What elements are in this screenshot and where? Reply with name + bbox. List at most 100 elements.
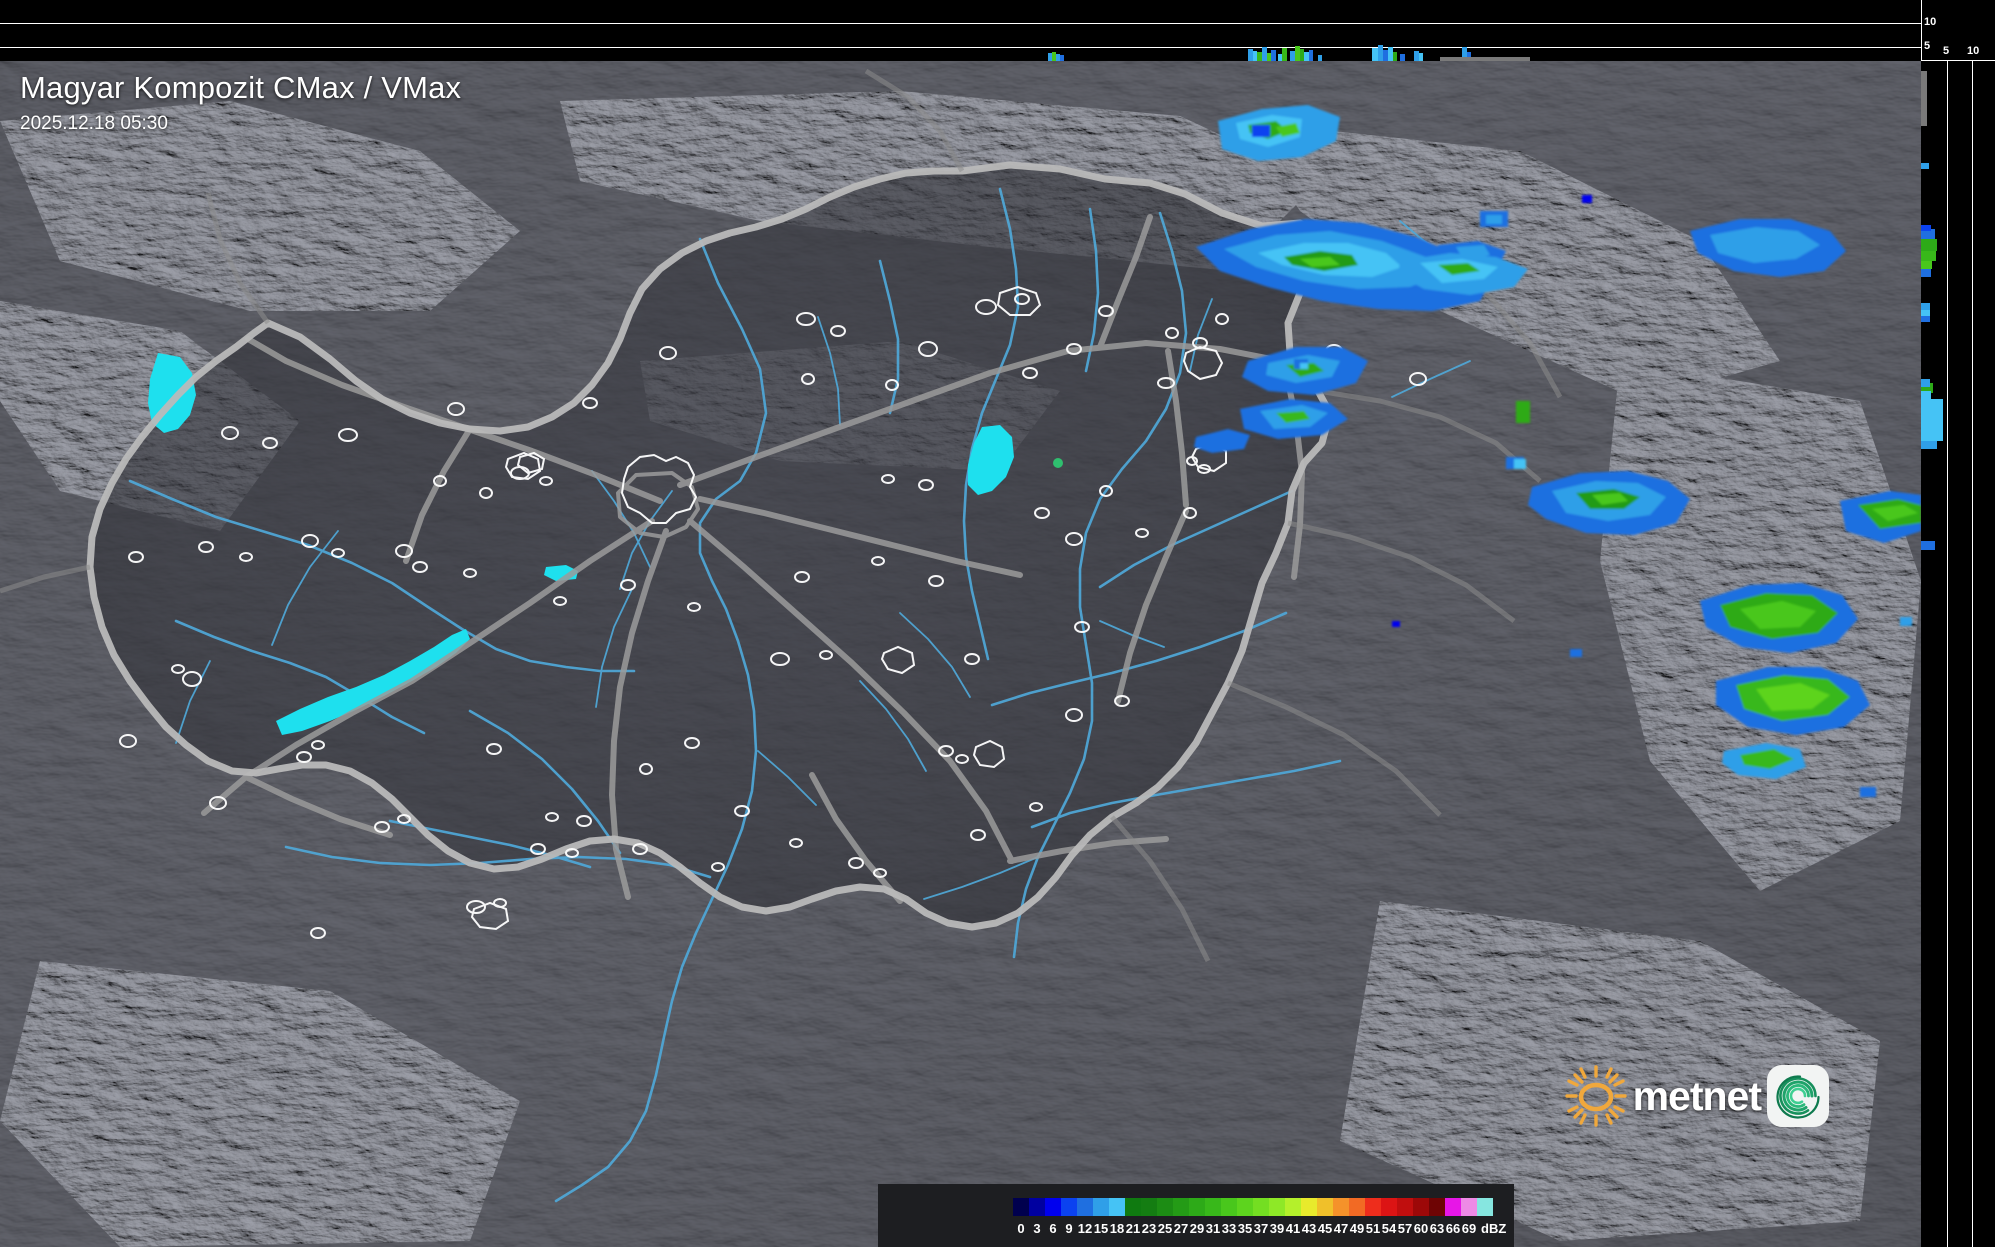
vmax-right-echo-row — [1921, 225, 1931, 231]
vmax-top-echo-column — [1257, 52, 1262, 61]
vmax-top-echo-column — [1372, 48, 1378, 61]
color-scale-tick: 60 — [1413, 1221, 1429, 1236]
vmax-top-echo-column — [1267, 53, 1271, 61]
color-scale-tick: 66 — [1445, 1221, 1461, 1236]
color-swatch — [1205, 1198, 1221, 1216]
vmax-top-panel — [0, 0, 1921, 61]
color-swatch — [1365, 1198, 1381, 1216]
vmax-right-echo-row — [1921, 441, 1937, 449]
vmax-top-echo-column — [1400, 54, 1405, 61]
color-scale-tick: 45 — [1317, 1221, 1333, 1236]
vmax-top-echo-column — [1056, 54, 1060, 61]
lakes — [148, 353, 1063, 735]
vmax-top-echo-column — [1414, 51, 1419, 61]
color-swatch — [1157, 1198, 1173, 1216]
vmax-top-echo-column — [1048, 53, 1052, 61]
color-scale-tick: 31 — [1205, 1221, 1221, 1236]
radar-map[interactable]: Magyar Kompozit CMax / VMax 2025.12.18 0… — [0, 61, 1921, 1247]
vmax-right-gridline-5 — [1947, 61, 1948, 1247]
metnet-app-icon[interactable] — [1767, 1065, 1829, 1127]
vmax-right-echo-row — [1921, 399, 1943, 441]
vmax-horizontal-tick-10: 10 — [1967, 45, 1980, 57]
color-scale-tick: 21 — [1125, 1221, 1141, 1236]
vmax-vertical-tick-10: 10 — [1924, 16, 1937, 28]
vmax-top-echo-column — [1309, 50, 1313, 61]
color-scale-tick: 37 — [1253, 1221, 1269, 1236]
lake-small-green — [1053, 458, 1063, 468]
color-scale-bar — [1013, 1198, 1493, 1216]
vmax-top-echo-column — [1462, 47, 1467, 61]
vmax-right-echo-row — [1921, 379, 1930, 387]
vmax-top-echo-column — [1393, 52, 1397, 61]
echo-cluster-east — [1398, 219, 1846, 535]
vmax-top-echo-column — [1419, 53, 1423, 61]
vmax-right-echo-row — [1921, 303, 1930, 310]
vmax-top-echo-column — [1060, 55, 1064, 61]
vmax-right-echo-row — [1921, 310, 1930, 316]
vmax-top-echo-column — [1304, 52, 1309, 61]
vmax-right-echo-row — [1921, 316, 1930, 322]
vmax-top-echo-column — [1383, 50, 1388, 61]
vmax-top-echo-column — [1052, 52, 1056, 61]
color-scale-tick: 39 — [1269, 1221, 1285, 1236]
metnet-logo[interactable]: metnet — [1564, 1065, 1829, 1127]
color-swatch — [1237, 1198, 1253, 1216]
map-canvas — [0, 61, 1921, 1247]
vmax-corner-hline — [1921, 60, 1995, 61]
color-swatch — [1141, 1198, 1157, 1216]
logo-wordmark: metnet — [1632, 1072, 1762, 1119]
vmax-right-echo-row — [1921, 229, 1935, 239]
vmax-top-echo-column — [1500, 57, 1530, 61]
color-swatch — [1285, 1198, 1301, 1216]
echo-scattered — [1252, 125, 1912, 797]
color-swatch — [1061, 1198, 1077, 1216]
color-scale-tick: 18 — [1109, 1221, 1125, 1236]
color-scale-tick: 33 — [1221, 1221, 1237, 1236]
vmax-right-panel — [1921, 61, 1995, 1247]
vmax-right-echo-row — [1921, 391, 1931, 399]
color-scale-tick: 54 — [1381, 1221, 1397, 1236]
color-scale-tick: 0 — [1017, 1221, 1025, 1236]
color-swatch — [1189, 1198, 1205, 1216]
vmax-top-echo-column — [1282, 48, 1287, 61]
color-scale-tick: 47 — [1333, 1221, 1349, 1236]
color-scale-tick: 25 — [1157, 1221, 1173, 1236]
color-swatch — [1429, 1198, 1445, 1216]
vmax-top-echo-column — [1300, 49, 1304, 61]
vmax-corner-vline — [1921, 0, 1922, 61]
vmax-top-echo-column — [1278, 54, 1282, 61]
vmax-top-echo-column — [1467, 52, 1471, 61]
color-swatch — [1301, 1198, 1317, 1216]
vmax-top-echo-column — [1378, 45, 1383, 61]
vmax-right-echo-row — [1921, 269, 1931, 277]
color-swatch — [1445, 1198, 1461, 1216]
color-swatch — [1269, 1198, 1285, 1216]
vmax-right-echo-row — [1921, 261, 1932, 269]
color-scale-tick: 15 — [1093, 1221, 1109, 1236]
dbz-color-scale: 0 3 6 9 12 15 18 21 23 25 27 29 31 33 35 37 39 41 43 45 47 49… — [878, 1184, 1514, 1247]
color-scale-tick: 29 — [1189, 1221, 1205, 1236]
color-swatch — [1397, 1198, 1413, 1216]
vmax-vertical-tick-5: 5 — [1924, 40, 1931, 52]
color-scale-tick: 49 — [1349, 1221, 1365, 1236]
color-scale-tick: 51 — [1365, 1221, 1381, 1236]
vmax-top-echo-column — [1253, 51, 1257, 61]
color-scale-tick: 23 — [1141, 1221, 1157, 1236]
color-swatch — [1381, 1198, 1397, 1216]
vmax-top-echo-column — [1262, 47, 1267, 61]
color-scale-labels: 0 3 6 9 12 15 18 21 23 25 27 29 31 33 35 37 39 41 43 45 47 49… — [1013, 1218, 1506, 1240]
radar-echoes — [1194, 105, 1921, 797]
color-swatch — [1477, 1198, 1493, 1216]
sun-icon — [1564, 1065, 1627, 1127]
color-swatch — [1413, 1198, 1429, 1216]
color-swatch — [1461, 1198, 1477, 1216]
color-scale-unit: dBZ — [1481, 1221, 1507, 1236]
color-swatch — [1029, 1198, 1045, 1216]
color-swatch — [1221, 1198, 1237, 1216]
vmax-top-echo-column — [1295, 46, 1300, 61]
vmax-right-echo-row — [1921, 239, 1937, 251]
vmax-top-echo-column — [1271, 50, 1276, 61]
color-scale-tick: 12 — [1077, 1221, 1093, 1236]
vmax-top-echo-column — [1290, 51, 1295, 61]
